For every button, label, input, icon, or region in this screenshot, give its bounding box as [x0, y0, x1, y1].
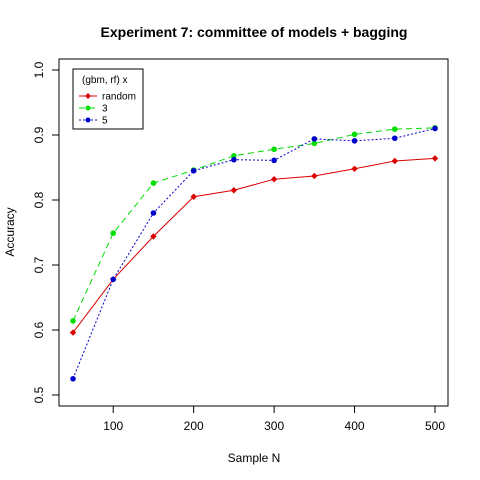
data-point: [230, 187, 238, 194]
y-axis: 0.5 0.6 0.7 0.8 0.9 1.0: [32, 61, 59, 403]
y-tick-label: 0.6: [32, 321, 46, 338]
data-point: [271, 146, 277, 153]
x-axis-label: Sample N: [228, 451, 281, 465]
series-line: [72, 127, 436, 322]
x-axis: 100 200 300 400 500: [103, 406, 445, 433]
data-point: [271, 157, 277, 164]
series-random: [69, 155, 439, 336]
data-point: [190, 193, 197, 200]
data-point: [351, 138, 358, 144]
data-point: [231, 153, 237, 159]
data-point: [311, 136, 318, 142]
data-point: [70, 318, 76, 324]
data-point: [391, 157, 398, 165]
legend-title: (gbm, rf) x: [82, 75, 128, 86]
y-tick-label: 0.5: [32, 386, 46, 403]
x-tick-label: 400: [345, 419, 365, 433]
chart-title: Experiment 7: committee of models + bagg…: [101, 24, 408, 40]
data-point: [69, 329, 77, 336]
data-point: [231, 156, 237, 163]
series-layer: [69, 125, 439, 382]
legend-box: [72, 68, 144, 130]
series-3: [70, 125, 438, 324]
series-line: [72, 157, 436, 333]
data-point: [351, 165, 358, 172]
y-tick-label: 1.0: [32, 61, 46, 78]
data-point: [311, 140, 318, 147]
legend-entry-label: 5: [102, 116, 108, 127]
y-tick-label: 0.9: [32, 126, 46, 143]
y-axis-label: Accuracy: [3, 207, 17, 256]
x-tick-label: 500: [425, 419, 445, 433]
x-tick-label: 200: [184, 419, 204, 433]
data-point: [431, 155, 439, 162]
data-point: [110, 276, 117, 283]
y-tick-label: 0.8: [32, 191, 46, 208]
data-point: [70, 375, 76, 382]
series-line: [72, 128, 436, 379]
data-point: [391, 135, 398, 142]
data-point: [432, 125, 438, 132]
data-point: [351, 131, 358, 138]
legend-entry-label: random: [102, 92, 136, 103]
x-tick-label: 300: [264, 419, 284, 433]
legend-swatch-marker: [85, 117, 91, 123]
plot-frame: [58, 58, 449, 407]
data-point: [150, 233, 157, 240]
data-point: [150, 210, 157, 216]
legend-swatch-marker: [85, 105, 91, 111]
data-point: [190, 167, 197, 174]
data-point: [311, 172, 318, 180]
y-tick-label: 0.7: [32, 256, 46, 273]
data-point: [391, 126, 398, 132]
data-point: [150, 180, 157, 186]
data-point: [270, 176, 278, 183]
legend-entry-label: 3: [102, 104, 108, 115]
x-tick-label: 100: [103, 419, 123, 433]
legend-swatch-marker: [85, 93, 91, 99]
data-point: [110, 230, 117, 236]
series-5: [70, 125, 438, 382]
